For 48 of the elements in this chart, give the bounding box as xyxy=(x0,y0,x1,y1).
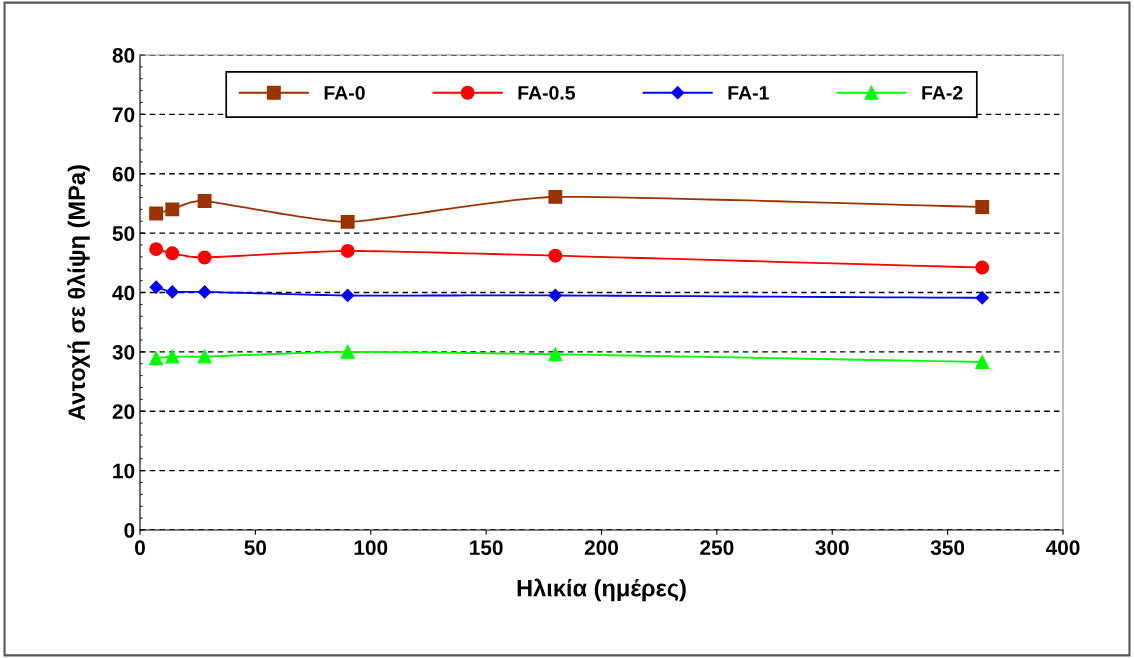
point xyxy=(975,200,990,214)
y-axis-title: Αντοχή σε θλίψη (MPa) xyxy=(67,165,90,421)
x-tick-label: 400 xyxy=(1045,540,1080,556)
x-tick-label: 300 xyxy=(815,540,849,556)
point xyxy=(340,344,355,359)
point xyxy=(149,280,163,294)
legend-label: FA-0 xyxy=(324,85,365,100)
point xyxy=(197,349,212,364)
point xyxy=(341,288,355,303)
y-tick-label: 40 xyxy=(112,285,135,301)
y-tick-label: 0 xyxy=(124,523,135,538)
y-tick-label: 50 xyxy=(112,226,135,241)
x-tick-label: 250 xyxy=(700,540,734,556)
x-tick-label: 50 xyxy=(244,540,267,556)
x-tick-label: 200 xyxy=(584,540,619,556)
point xyxy=(165,285,179,299)
point xyxy=(548,347,563,362)
point xyxy=(165,349,180,364)
y-tick-label: 70 xyxy=(112,107,135,123)
point xyxy=(165,246,180,261)
point xyxy=(149,242,164,257)
y-tick-label: 20 xyxy=(112,404,135,419)
point xyxy=(165,202,180,217)
x-tick-label: 0 xyxy=(135,540,145,556)
point xyxy=(197,250,212,265)
point xyxy=(340,214,355,229)
point xyxy=(198,285,212,299)
point xyxy=(548,248,563,263)
point xyxy=(149,351,164,366)
point xyxy=(149,206,164,221)
legend-label: FA-0.5 xyxy=(518,85,576,100)
x-tick-label: 350 xyxy=(930,540,965,556)
x-axis-title: Ηλικία (ημέρες) xyxy=(517,578,686,602)
point xyxy=(340,243,355,258)
point xyxy=(975,260,990,275)
point xyxy=(548,189,563,204)
x-tick-label: 150 xyxy=(470,540,503,556)
point xyxy=(548,288,562,303)
y-tick-label: 30 xyxy=(112,344,135,360)
legend-label: FA-2 xyxy=(922,85,963,100)
y-tick-label: 60 xyxy=(112,166,135,182)
point xyxy=(975,291,989,305)
y-tick-label: 10 xyxy=(113,463,135,479)
legend-label: FA-1 xyxy=(728,86,769,100)
point xyxy=(975,355,990,369)
point xyxy=(197,194,212,209)
y-tick-label: 80 xyxy=(112,48,135,63)
x-tick-label: 100 xyxy=(354,540,388,556)
